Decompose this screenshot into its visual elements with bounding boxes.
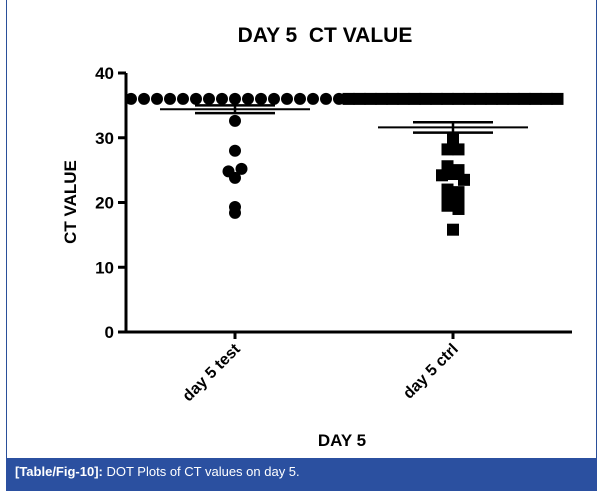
data-point-square [430,92,443,105]
data-point-circle [268,92,280,105]
data-point-circle [235,162,248,175]
chart-title: DAY 5 CT VALUE [238,24,413,47]
data-point-square [386,92,399,105]
data-point-square [447,133,459,146]
data-point-circle [229,114,241,127]
data-point-circle [203,92,215,105]
figure-caption: [Table/Fig-10]: DOT Plots of CT values o… [6,458,597,491]
data-point-circle [307,92,319,105]
data-point-square [458,173,470,186]
data-point-square [441,143,454,156]
data-point-square [408,92,421,105]
data-point-square [441,199,454,212]
y-tick-label: 0 [105,323,114,342]
y-axis-label: CT VALUE [61,160,80,244]
data-point-square [364,92,377,105]
data-point-circle [216,92,228,105]
y-tick-label: 10 [95,258,114,277]
data-point-square [551,92,564,105]
data-point-square [485,92,498,105]
data-point-square [529,92,542,105]
data-point-square [474,92,487,105]
data-point-square [518,92,531,105]
data-point-square [447,168,459,181]
data-point-square [441,183,454,196]
data-point-square [452,202,465,215]
data-point-square [540,92,553,105]
data-point-square [353,92,366,105]
data-point-square [496,92,509,105]
data-point-circle [229,171,241,184]
data-point-square [452,143,465,156]
data-point-circle [190,92,202,105]
data-point-circle [138,92,150,105]
x-tick-label: day 5 test [180,340,245,405]
data-point-circle [294,92,306,105]
x-tick-label: day 5 ctrl [400,341,462,403]
data-point-circle [151,92,163,105]
data-point-circle [229,206,241,219]
data-point-square [452,92,465,105]
data-point-circle [255,92,267,105]
y-tick-label: 40 [95,64,114,83]
data-point-circle [333,92,345,105]
data-point-circle [242,92,254,105]
data-point-square [507,92,520,105]
figure-frame [6,0,597,458]
data-point-square [441,92,454,105]
y-tick-label: 20 [95,194,114,213]
y-tick-label: 30 [95,129,114,148]
data-point-circle [281,92,293,105]
data-point-square [463,92,476,105]
data-point-square [375,92,388,105]
x-axis-label: DAY 5 [318,431,366,450]
data-point-square [419,92,432,105]
data-point-circle [177,92,189,105]
data-point-circle [125,92,137,105]
data-point-circle [164,92,176,105]
caption-label: [Table/Fig-10]: [15,464,103,479]
data-point-square [342,92,355,105]
data-point-circle [229,92,241,105]
data-point-square [436,169,448,182]
dot-plot: DAY 5 CT VALUE CT VALUE DAY 5 0 10 20 30 40 d… [61,24,572,450]
data-point-square [397,92,410,105]
caption-text: DOT Plots of CT values on day 5. [102,464,300,479]
data-point-circle [229,144,241,157]
data-point-square [452,186,465,199]
data-point-circle [320,92,332,105]
data-point-square [447,223,459,236]
